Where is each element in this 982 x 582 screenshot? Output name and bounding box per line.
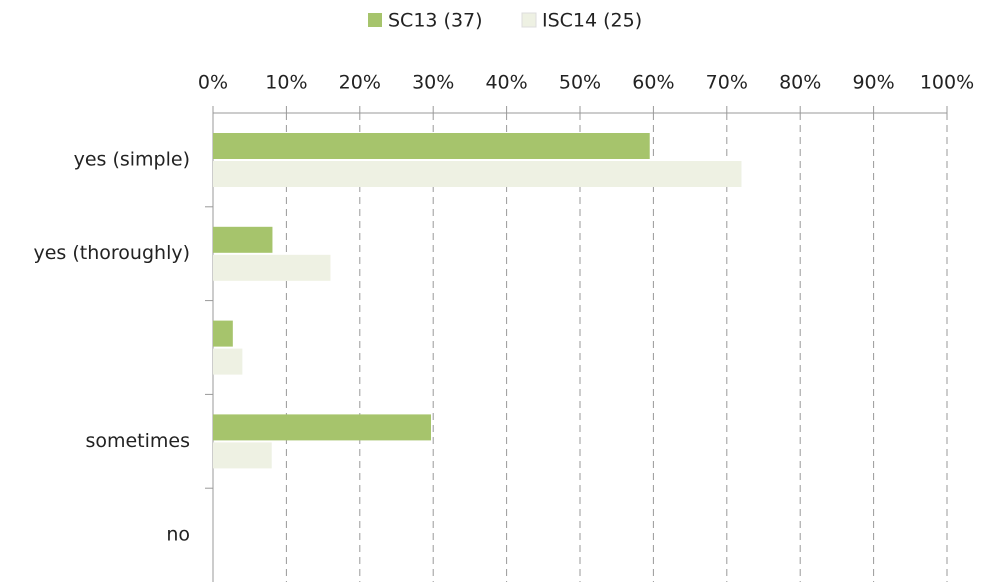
x-tick-label: 90% xyxy=(852,72,894,94)
x-tick-label: 60% xyxy=(632,72,674,94)
x-tick-label: 10% xyxy=(265,72,307,94)
x-tick-label: 100% xyxy=(920,72,974,94)
x-tick-label: 20% xyxy=(339,72,381,94)
x-tick-label: 50% xyxy=(559,72,601,94)
x-tick-label: 30% xyxy=(412,72,454,94)
bar xyxy=(213,414,431,441)
x-tick-label: 40% xyxy=(485,72,527,94)
x-tick-label: 70% xyxy=(706,72,748,94)
bar xyxy=(213,348,243,375)
bar xyxy=(213,442,272,469)
bar xyxy=(213,254,331,281)
bar xyxy=(213,226,273,253)
y-tick-label: sometimes xyxy=(85,430,190,452)
legend-label: ISC14 (25) xyxy=(542,10,642,32)
y-tick-label: yes (thoroughly) xyxy=(34,242,191,264)
x-tick-label: 80% xyxy=(779,72,821,94)
y-tick-label: no xyxy=(166,524,190,546)
x-tick-label: 0% xyxy=(198,72,228,94)
legend-swatch xyxy=(521,12,537,28)
bar xyxy=(213,161,742,187)
y-tick-label: yes (simple) xyxy=(74,148,190,170)
bar xyxy=(213,320,233,347)
bar xyxy=(213,133,650,159)
legend-swatch xyxy=(368,13,382,27)
legend-label: SC13 (37) xyxy=(388,10,483,32)
